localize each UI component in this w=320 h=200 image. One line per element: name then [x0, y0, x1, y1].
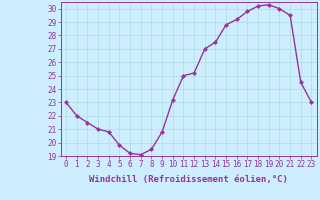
- X-axis label: Windchill (Refroidissement éolien,°C): Windchill (Refroidissement éolien,°C): [89, 175, 288, 184]
